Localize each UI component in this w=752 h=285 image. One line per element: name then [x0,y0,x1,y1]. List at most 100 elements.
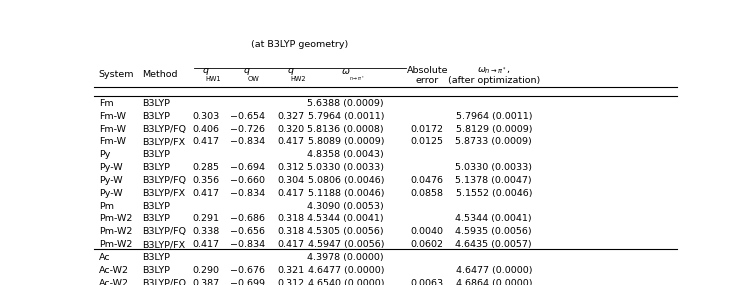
Text: Pm: Pm [99,201,114,211]
Text: B3LYP: B3LYP [142,201,170,211]
Text: −0.656: −0.656 [230,227,265,236]
Text: $\omega$: $\omega$ [341,67,350,76]
Text: 0.327: 0.327 [277,112,305,121]
Text: 0.285: 0.285 [193,163,220,172]
Text: −0.834: −0.834 [229,137,265,146]
Text: Fm: Fm [99,99,114,108]
Text: 4.3090 (0.0053): 4.3090 (0.0053) [308,201,384,211]
Text: Method: Method [142,70,177,79]
Text: 0.417: 0.417 [193,189,220,198]
Text: −0.726: −0.726 [230,125,265,133]
Text: 0.291: 0.291 [193,214,220,223]
Text: B3LYP: B3LYP [142,150,170,159]
Text: −0.694: −0.694 [230,163,265,172]
Text: 4.5344 (0.0041): 4.5344 (0.0041) [308,214,384,223]
Text: 0.304: 0.304 [277,176,305,185]
Text: 0.0063: 0.0063 [411,278,444,285]
Text: −0.834: −0.834 [229,240,265,249]
Text: 0.320: 0.320 [277,125,305,133]
Text: (at B3LYP geometry): (at B3LYP geometry) [251,40,349,48]
Text: 0.312: 0.312 [277,278,305,285]
Text: 0.0172: 0.0172 [411,125,444,133]
Text: OW: OW [247,76,259,82]
Text: 5.8129 (0.0009): 5.8129 (0.0009) [456,125,532,133]
Text: 4.6540 (0.0000): 4.6540 (0.0000) [308,278,384,285]
Text: 0.417: 0.417 [193,137,220,146]
Text: Py-W: Py-W [99,163,123,172]
Text: error: error [416,76,439,85]
Text: Fm-W: Fm-W [99,137,126,146]
Text: 4.6435 (0.0057): 4.6435 (0.0057) [456,240,532,249]
Text: 0.417: 0.417 [277,240,305,249]
Text: 5.0806 (0.0046): 5.0806 (0.0046) [308,176,384,185]
Text: Pm-W2: Pm-W2 [99,227,132,236]
Text: 5.7964 (0.0011): 5.7964 (0.0011) [308,112,384,121]
Text: 0.387: 0.387 [193,278,220,285]
Text: Ac-W2: Ac-W2 [99,278,129,285]
Text: 0.312: 0.312 [277,163,305,172]
Text: $q$: $q$ [287,66,295,77]
Text: 4.5947 (0.0056): 4.5947 (0.0056) [308,240,384,249]
Text: 0.318: 0.318 [277,214,305,223]
Text: B3LYP: B3LYP [142,253,170,262]
Text: HW2: HW2 [290,76,306,82]
Text: 0.417: 0.417 [277,189,305,198]
Text: 4.3978 (0.0000): 4.3978 (0.0000) [308,253,384,262]
Text: 4.6477 (0.0000): 4.6477 (0.0000) [308,266,384,275]
Text: B3LYP/FX: B3LYP/FX [142,240,185,249]
Text: 5.1378 (0.0047): 5.1378 (0.0047) [456,176,532,185]
Text: B3LYP: B3LYP [142,214,170,223]
Text: $\omega_{n\rightarrow\pi^*}$,: $\omega_{n\rightarrow\pi^*}$, [477,65,511,76]
Text: 0.0040: 0.0040 [411,227,444,236]
Text: 5.7964 (0.0011): 5.7964 (0.0011) [456,112,532,121]
Text: 0.356: 0.356 [193,176,220,185]
Text: 0.406: 0.406 [193,125,220,133]
Text: Pm-W2: Pm-W2 [99,240,132,249]
Text: Absolute: Absolute [407,66,448,75]
Text: $q$: $q$ [202,66,210,77]
Text: 5.1188 (0.0046): 5.1188 (0.0046) [308,189,384,198]
Text: B3LYP/FQ: B3LYP/FQ [142,278,186,285]
Text: 5.8136 (0.0008): 5.8136 (0.0008) [308,125,384,133]
Text: B3LYP: B3LYP [142,99,170,108]
Text: 5.1552 (0.0046): 5.1552 (0.0046) [456,189,532,198]
Text: 5.6388 (0.0009): 5.6388 (0.0009) [308,99,384,108]
Text: B3LYP/FX: B3LYP/FX [142,137,185,146]
Text: B3LYP: B3LYP [142,163,170,172]
Text: Ac-W2: Ac-W2 [99,266,129,275]
Text: Py: Py [99,150,110,159]
Text: 0.290: 0.290 [193,266,220,275]
Text: 5.0330 (0.0033): 5.0330 (0.0033) [455,163,532,172]
Text: B3LYP/FX: B3LYP/FX [142,189,185,198]
Text: 4.5935 (0.0056): 4.5935 (0.0056) [456,227,532,236]
Text: 0.318: 0.318 [277,227,305,236]
Text: 0.417: 0.417 [193,240,220,249]
Text: 5.8733 (0.0009): 5.8733 (0.0009) [456,137,532,146]
Text: Ac: Ac [99,253,111,262]
Text: −0.834: −0.834 [229,189,265,198]
Text: 0.0125: 0.0125 [411,137,444,146]
Text: −0.699: −0.699 [230,278,265,285]
Text: −0.660: −0.660 [230,176,265,185]
Text: 0.338: 0.338 [193,227,220,236]
Text: 4.5305 (0.0056): 4.5305 (0.0056) [308,227,384,236]
Text: −0.654: −0.654 [230,112,265,121]
Text: 4.8358 (0.0043): 4.8358 (0.0043) [308,150,384,159]
Text: 4.5344 (0.0041): 4.5344 (0.0041) [456,214,532,223]
Text: B3LYP: B3LYP [142,112,170,121]
Text: 0.321: 0.321 [277,266,305,275]
Text: B3LYP: B3LYP [142,266,170,275]
Text: 0.0476: 0.0476 [411,176,444,185]
Text: Fm-W: Fm-W [99,112,126,121]
Text: B3LYP/FQ: B3LYP/FQ [142,176,186,185]
Text: B3LYP/FQ: B3LYP/FQ [142,227,186,236]
Text: Pm-W2: Pm-W2 [99,214,132,223]
Text: 4.6477 (0.0000): 4.6477 (0.0000) [456,266,532,275]
Text: (after optimization): (after optimization) [447,76,540,85]
Text: 0.0602: 0.0602 [411,240,444,249]
Text: 5.8089 (0.0009): 5.8089 (0.0009) [308,137,384,146]
Text: 0.417: 0.417 [277,137,305,146]
Text: 0.0858: 0.0858 [411,189,444,198]
Text: Py-W: Py-W [99,176,123,185]
Text: 5.0330 (0.0033): 5.0330 (0.0033) [308,163,384,172]
